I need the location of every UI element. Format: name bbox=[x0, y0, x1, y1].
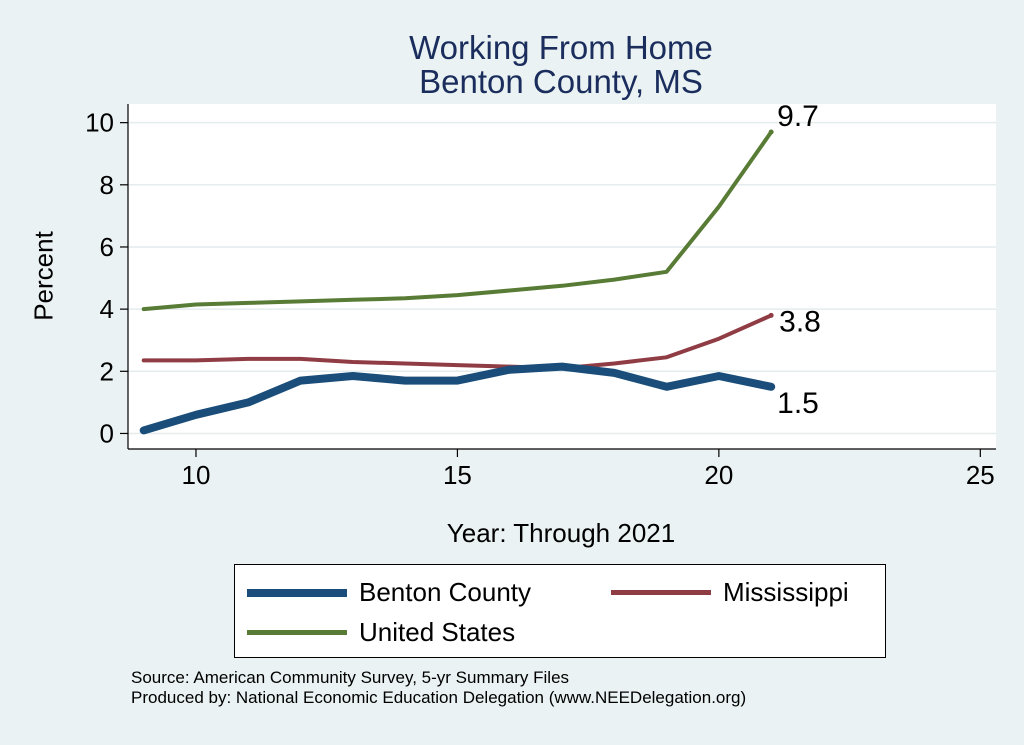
series-end-point-united-states bbox=[768, 129, 774, 135]
source-note: Source: American Community Survey, 5-yr … bbox=[131, 668, 746, 708]
y-tick-label: 10 bbox=[85, 108, 114, 138]
data-label-united-states: 9.7 bbox=[777, 100, 819, 133]
legend-swatch-benton-county bbox=[247, 588, 347, 597]
legend-item-mississippi: Mississippi bbox=[611, 577, 849, 608]
y-tick-label: 2 bbox=[100, 356, 114, 386]
legend-label-benton-county: Benton County bbox=[359, 577, 532, 607]
legend-item-benton-county: Benton County bbox=[247, 577, 531, 608]
series-line-mississippi bbox=[141, 313, 774, 371]
legend-swatch-mississippi bbox=[611, 590, 711, 595]
data-label-mississippi: 3.8 bbox=[779, 305, 821, 338]
legend-swatch-united-states bbox=[247, 630, 347, 635]
data-label-benton-county: 1.5 bbox=[777, 387, 819, 420]
series-end-point-benton-county bbox=[768, 384, 774, 390]
y-axis-label: Percent bbox=[28, 231, 59, 321]
legend-label-united-states: United States bbox=[359, 617, 516, 647]
y-tick-label: 0 bbox=[100, 418, 114, 448]
series-end-point-mississippi bbox=[768, 312, 774, 318]
end-labels: 1.5 3.8 9.7 bbox=[777, 100, 821, 420]
y-tick-label: 4 bbox=[100, 294, 114, 324]
chart-title-line-2: Benton County, MS bbox=[419, 63, 703, 100]
x-axis-label: Year: Through 2021 bbox=[446, 518, 676, 548]
series-lines bbox=[139, 129, 776, 435]
legend: Benton County Mississippi United States bbox=[234, 564, 886, 658]
y-tick-label: 8 bbox=[100, 170, 114, 200]
chart-title-line-1: Working From Home bbox=[409, 29, 713, 66]
series-line-united-states bbox=[141, 130, 774, 312]
series-line-benton-county bbox=[139, 362, 776, 435]
legend-item-united-states: United States bbox=[247, 617, 515, 648]
x-tick-label: 10 bbox=[182, 460, 211, 490]
x-tick-label: 20 bbox=[704, 460, 733, 490]
legend-label-mississippi: Mississippi bbox=[723, 577, 849, 607]
x-tick-label: 15 bbox=[443, 460, 472, 490]
gridlines bbox=[128, 121, 996, 435]
x-tick-label: 25 bbox=[966, 460, 995, 490]
y-tick-label: 6 bbox=[100, 232, 114, 262]
axes: 0 2 4 6 8 10 10 15 20 25 bbox=[85, 104, 996, 490]
source-line-1: Source: American Community Survey, 5-yr … bbox=[131, 668, 570, 687]
source-line-2: Produced by: National Economic Education… bbox=[131, 688, 747, 707]
